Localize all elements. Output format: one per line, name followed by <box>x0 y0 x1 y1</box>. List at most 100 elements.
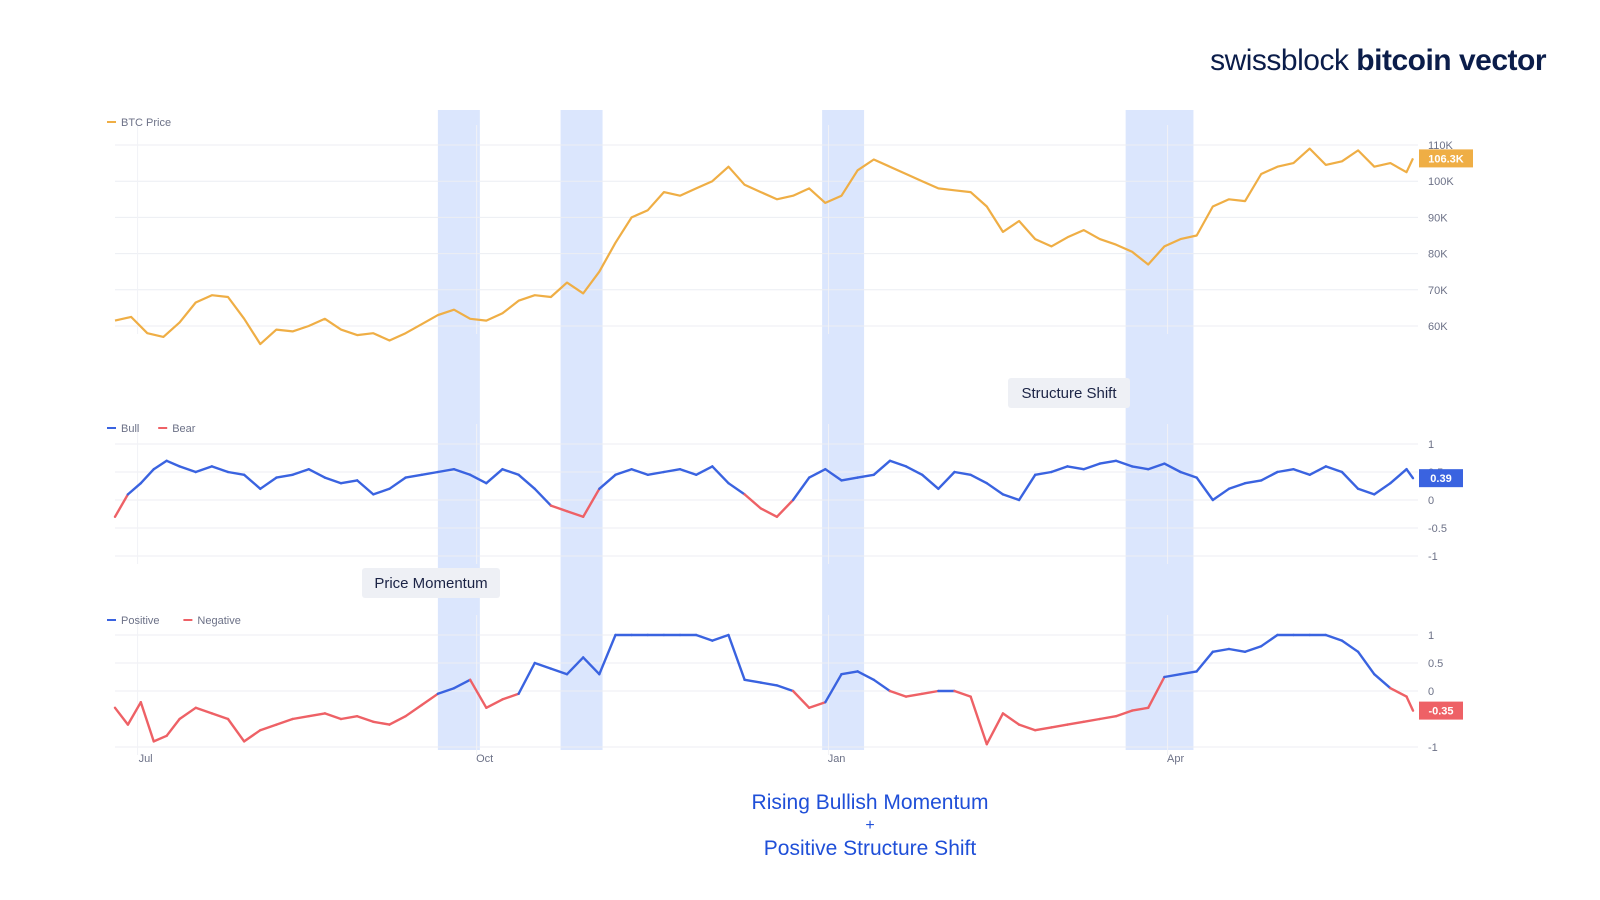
bull-bear-segment <box>1405 468 1415 480</box>
positive-negative-segment <box>372 720 391 726</box>
positive-negative-segment <box>139 701 155 743</box>
bull-bear-segment <box>194 465 214 474</box>
positive-negative-segment <box>533 661 553 670</box>
bull-bear-segment <box>630 468 649 476</box>
positive-negative-segment <box>485 698 504 709</box>
bull-bear-segment <box>1034 470 1053 476</box>
brand-logo: swissblock bitcoin vector <box>1210 44 1546 78</box>
legend-label-bear: Bear <box>172 423 196 435</box>
last-value-badge <box>1419 149 1473 168</box>
bull-bear-segment <box>888 459 908 468</box>
positive-negative-segment <box>1082 717 1102 723</box>
positive-negative-segment <box>856 670 875 681</box>
positive-negative-segment <box>226 717 246 743</box>
positive-negative-segment <box>775 684 795 693</box>
positive-negative-segment <box>1147 675 1166 709</box>
bull-bear-segment <box>1050 465 1069 474</box>
y-tick-label-p3: -1 <box>1428 742 1438 754</box>
positive-negative-segment <box>178 706 197 721</box>
bull-bear-segment <box>1130 465 1150 471</box>
bull-bear-segment <box>775 498 795 518</box>
positive-negative-segment <box>1163 673 1182 679</box>
bull-bear-segment <box>355 479 375 496</box>
positive-negative-segment <box>581 656 601 676</box>
bull-bear-segment <box>824 468 843 482</box>
bull-bear-segment <box>743 493 762 510</box>
bull-bear-segment <box>291 468 310 476</box>
bull-bear-segment <box>1356 487 1376 496</box>
bull-bear-segment <box>565 510 585 518</box>
positive-negative-segment <box>1034 726 1053 732</box>
bull-bear-segment <box>759 507 779 518</box>
y-tick-label-p1: 90K <box>1428 212 1448 224</box>
positive-negative-segment <box>307 712 327 718</box>
bull-bear-segment <box>856 473 875 479</box>
btc-price-line <box>114 147 1414 346</box>
bull-bear-segment <box>126 482 143 496</box>
positive-negative-segment <box>275 717 294 726</box>
positive-negative-segment <box>1211 647 1231 653</box>
positive-negative-segment <box>1098 715 1118 721</box>
positive-negative-segment <box>436 687 456 695</box>
bull-bear-segment <box>404 473 423 479</box>
bull-bear-segment <box>614 468 633 476</box>
y-tick-label-p2: 1 <box>1428 439 1434 451</box>
positive-negative-segment <box>727 633 746 681</box>
positive-negative-segment <box>1195 650 1215 673</box>
highlight-band-1 <box>437 110 480 750</box>
positive-negative-segment <box>452 678 472 690</box>
bull-bear-segment <box>1179 470 1198 479</box>
positive-negative-segment <box>1340 639 1360 653</box>
highlight-band-3 <box>822 110 865 750</box>
bull-bear-segment <box>1066 465 1085 471</box>
positive-negative-segment <box>598 633 617 676</box>
positive-negative-segment <box>743 678 762 684</box>
bull-bear-segment <box>678 468 698 476</box>
bull-bear-segment <box>259 476 278 490</box>
bull-bear-segment <box>1292 468 1311 476</box>
x-tick-label: Apr <box>1167 753 1184 765</box>
bull-bear-segment <box>646 470 666 476</box>
positive-negative-segment <box>126 701 143 726</box>
bull-bear-segment <box>1276 468 1295 474</box>
positive-negative-segment <box>323 712 343 721</box>
bull-bear-segment <box>485 468 504 485</box>
bull-bear-segment <box>1195 476 1215 502</box>
bull-bear-segment <box>549 504 569 513</box>
last-value-badge <box>1419 469 1463 488</box>
y-tick-label-p2: -1 <box>1428 551 1438 563</box>
brand-part2: bitcoin vector <box>1356 44 1546 77</box>
last-value-label: -0.35 <box>1428 706 1453 718</box>
series-lines <box>113 147 1415 746</box>
bull-bear-segment <box>420 470 440 476</box>
bull-bear-segment <box>969 473 988 485</box>
y-tick-label-p1: 110K <box>1428 140 1454 152</box>
positive-negative-segment <box>565 656 585 676</box>
y-tick-label-p3: 0.5 <box>1428 658 1443 670</box>
positive-negative-segment <box>694 633 714 642</box>
bull-bear-segment <box>1098 459 1118 465</box>
bull-bear-segment <box>436 468 456 474</box>
legend-label-btc-price: BTC Price <box>121 117 171 129</box>
bull-bear-segment <box>1163 462 1182 474</box>
last-value-label: 0.39 <box>1430 473 1451 485</box>
positive-negative-segment <box>824 673 843 704</box>
bull-bear-segment <box>581 487 601 518</box>
positive-negative-segment <box>904 692 924 698</box>
bull-bear-segment <box>323 476 343 485</box>
positive-negative-segment <box>549 667 569 676</box>
bull-bear-segment <box>242 473 262 490</box>
bull-bear-segment <box>1227 482 1247 490</box>
positive-negative-segment <box>517 661 536 695</box>
structure-shift-label: Structure Shift <box>1021 385 1117 402</box>
positive-negative-segment <box>152 734 168 743</box>
y-tick-label-p1: 70K <box>1428 285 1448 297</box>
bull-bear-segment <box>501 468 520 476</box>
bull-bear-segment <box>113 493 130 518</box>
bull-bear-segment <box>210 465 230 474</box>
bull-bear-segment <box>226 470 246 476</box>
positive-negative-segment <box>1389 687 1408 698</box>
positive-negative-segment <box>1324 633 1344 642</box>
positive-negative-segment <box>791 689 811 709</box>
positive-negative-segment <box>1050 723 1069 729</box>
